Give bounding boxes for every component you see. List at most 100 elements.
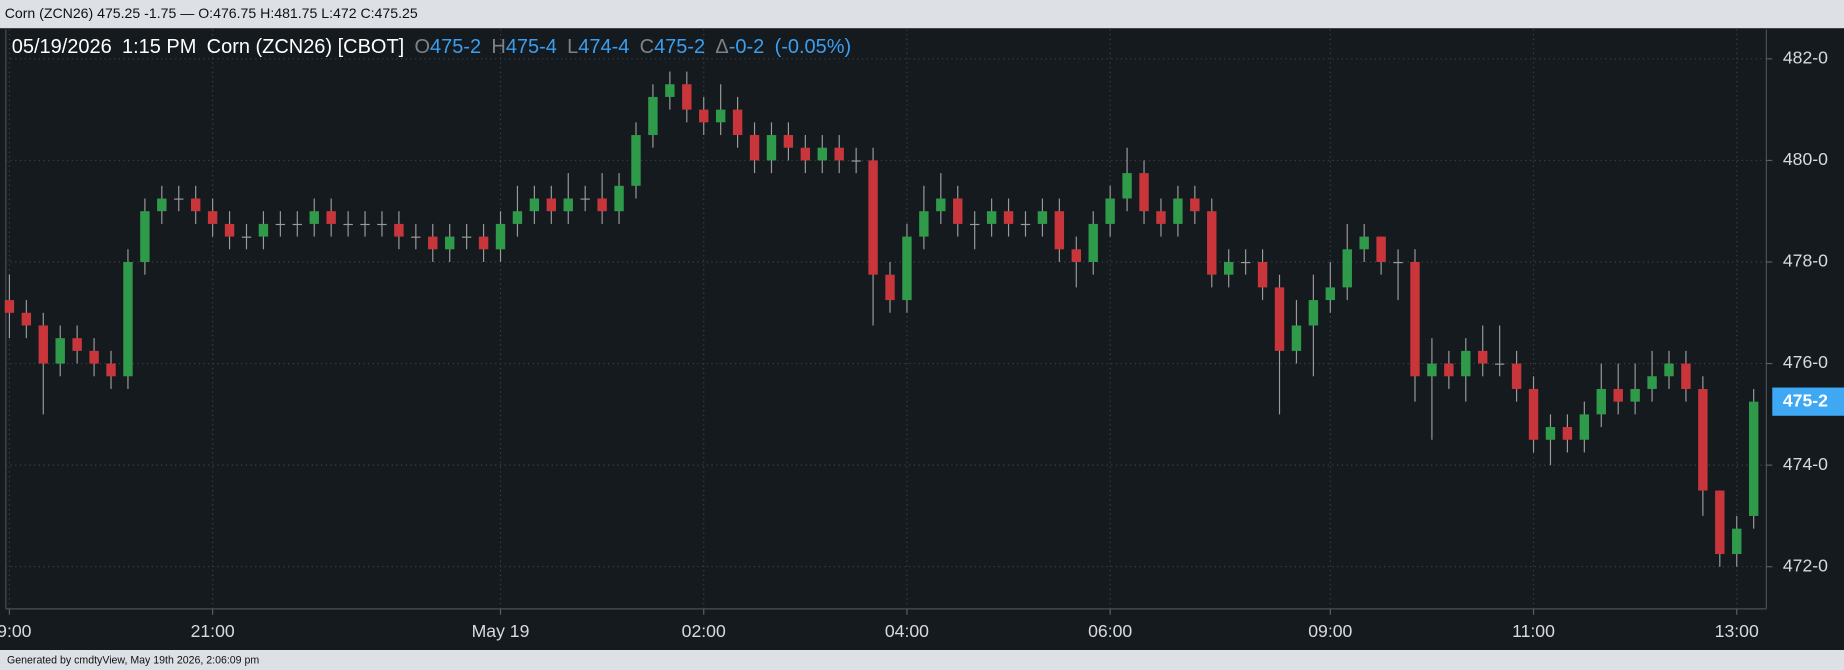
candle-body: [800, 147, 811, 161]
candle-body: [1494, 363, 1505, 365]
candle-body: [1156, 211, 1166, 224]
y-tick-label: 482-0: [1783, 48, 1828, 68]
candle-body: [106, 363, 116, 377]
y-tick-label: 476-0: [1783, 352, 1828, 372]
candle-body: [1054, 211, 1065, 250]
candle-body: [190, 198, 201, 212]
legend-value: 475-4: [506, 36, 557, 58]
candle-body: [1630, 388, 1640, 402]
candle-body: [1376, 236, 1386, 262]
x-tick-label: May 19: [472, 621, 530, 641]
candle-body: [1748, 401, 1759, 516]
header-bar: [0, 0, 1844, 29]
candle-body: [648, 96, 658, 136]
candle-body: [1088, 223, 1098, 262]
candle-body: [699, 109, 709, 123]
legend-value: 474-4: [578, 36, 629, 58]
candle-body: [1427, 363, 1437, 377]
candle-body: [1732, 528, 1742, 555]
candle-body: [1325, 287, 1336, 301]
candle-body: [207, 211, 218, 224]
candle-body: [529, 198, 540, 212]
candle-body: [1664, 363, 1674, 377]
candle-body: [885, 274, 895, 301]
candle-body: [411, 236, 421, 238]
last-price-label: 475-2: [1783, 390, 1828, 410]
plot-background: [0, 28, 1844, 651]
candle-body: [1224, 261, 1234, 275]
candle-body: [174, 198, 184, 200]
candle-body: [360, 223, 370, 226]
candle-body: [614, 185, 624, 212]
candle-body: [445, 236, 455, 250]
footer-text: Generated by cmdtyView, May 19th 2026, 2…: [7, 654, 259, 666]
candle-body: [343, 223, 353, 226]
candle-body: [1698, 388, 1708, 491]
candle-body: [834, 147, 844, 161]
candle-body: [4, 300, 15, 313]
legend-key: H: [491, 36, 505, 58]
candle-body: [428, 236, 438, 250]
candle-body: [495, 223, 506, 250]
candle-body: [38, 325, 48, 364]
candle-body: [326, 211, 336, 224]
candle-body: [563, 198, 573, 212]
candle-body: [766, 135, 777, 161]
candle-body: [1173, 198, 1183, 224]
x-tick-label: 09:00: [1308, 621, 1352, 641]
candle-body: [1071, 249, 1081, 262]
x-tick-label: 19:00: [0, 621, 32, 641]
candle-body: [1647, 376, 1657, 389]
candle-body: [631, 135, 641, 186]
candle-body: [546, 198, 557, 212]
candle-body: [868, 160, 878, 275]
candle-body: [1681, 363, 1691, 389]
candle-body: [292, 223, 303, 226]
candle-body: [1478, 350, 1488, 364]
candle-body: [732, 109, 743, 136]
candle-body: [55, 338, 65, 364]
candle-body: [224, 223, 235, 237]
candle-body: [1562, 427, 1573, 440]
candle-body: [1190, 198, 1200, 212]
candle-body: [783, 135, 794, 148]
candle-body: [275, 223, 286, 226]
candle-body: [1291, 325, 1302, 351]
y-tick-label: 480-0: [1783, 149, 1828, 169]
candle-body: [1020, 223, 1031, 226]
legend-value: 475-2: [430, 36, 481, 58]
candle-body: [157, 198, 167, 212]
legend-key: C: [640, 36, 654, 58]
legend-date: 05/19/2026: [12, 36, 112, 58]
y-tick-label: 478-0: [1783, 251, 1828, 271]
candle-body: [1545, 427, 1556, 440]
candle-body: [851, 160, 861, 162]
legend-key: Δ: [715, 36, 728, 58]
candle-body: [140, 211, 150, 262]
candle-body: [580, 198, 590, 200]
candle-body: [597, 198, 607, 212]
candle-body: [123, 261, 133, 377]
candle-body: [936, 198, 946, 212]
candle-body: [241, 236, 252, 238]
x-tick-label: 11:00: [1512, 621, 1555, 641]
candle-body: [21, 312, 32, 326]
candle-body: [258, 223, 269, 237]
legend-key: O: [414, 36, 430, 58]
candle-body: [377, 223, 387, 226]
footer-bar: [0, 650, 1844, 670]
candle-body: [1037, 211, 1048, 224]
candle-body: [749, 135, 760, 161]
candle-body: [1528, 388, 1539, 440]
legend-key: L: [567, 36, 578, 58]
x-tick-label: 04:00: [885, 621, 929, 641]
candle-body: [1342, 249, 1352, 288]
candle-body: [1579, 414, 1590, 440]
y-tick-label: 474-0: [1783, 454, 1828, 474]
x-tick-label: 02:00: [682, 621, 726, 641]
candle-body: [72, 338, 82, 351]
candle-body: [1207, 211, 1217, 275]
legend-value: -0-2: [729, 36, 765, 58]
legend: 05/19/2026 1:15 PM Corn (ZCN26) [CBOT] O…: [12, 36, 851, 58]
